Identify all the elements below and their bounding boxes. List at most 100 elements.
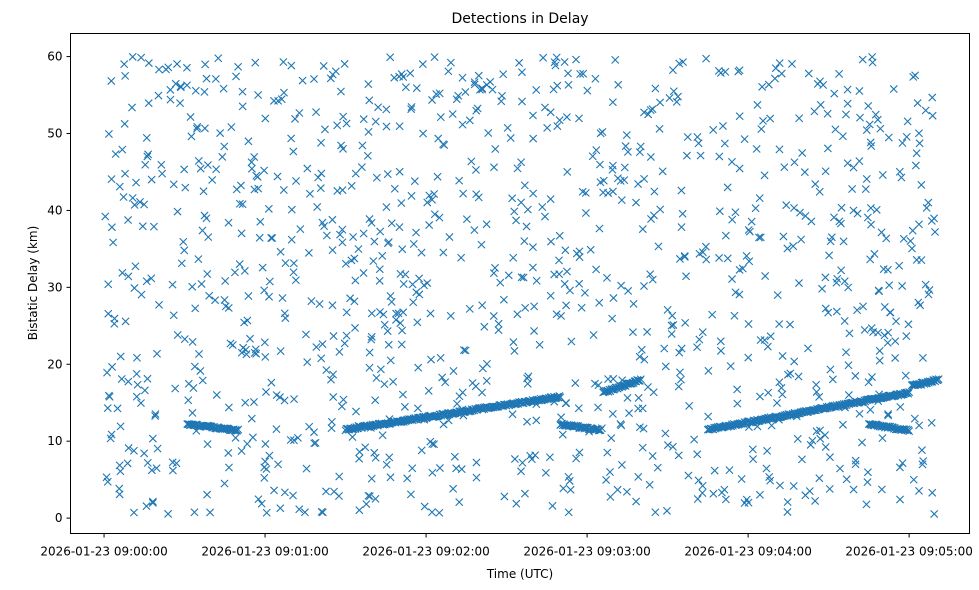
data-point-723 <box>486 77 495 86</box>
data-point-646 <box>262 387 270 396</box>
data-point-71 <box>358 141 367 150</box>
data-point-1051 <box>874 286 883 295</box>
data-point-991 <box>915 486 923 495</box>
data-point-926 <box>880 331 889 340</box>
data-point-282 <box>564 80 573 89</box>
data-point-393 <box>408 280 417 289</box>
data-point-944 <box>653 463 662 472</box>
data-point-776 <box>438 373 447 382</box>
data-point-233 <box>794 372 803 381</box>
data-point-679 <box>176 99 185 108</box>
data-point-23 <box>417 446 426 455</box>
data-point-362 <box>668 66 677 75</box>
data-point-846 <box>261 439 270 448</box>
data-point-912 <box>428 439 437 448</box>
data-point-760 <box>851 371 860 380</box>
data-point-514 <box>558 430 567 439</box>
data-point-191 <box>116 422 125 431</box>
data-point-1077 <box>836 219 845 228</box>
data-point-590 <box>153 444 162 453</box>
data-point-671 <box>870 249 879 258</box>
x-tick-label-2: 2026-01-23 09:02:00 <box>362 545 489 559</box>
data-point-578 <box>147 466 156 475</box>
data-point-834 <box>484 129 493 138</box>
data-point-206 <box>184 396 193 405</box>
data-point-235 <box>203 490 212 499</box>
data-point-3 <box>319 61 328 70</box>
data-point-687 <box>148 497 157 506</box>
data-point-1139 <box>280 309 289 318</box>
data-point-1117 <box>191 86 200 95</box>
data-point-385 <box>843 85 852 94</box>
data-point-990 <box>137 53 146 62</box>
data-point-87 <box>644 110 653 119</box>
data-point-628 <box>921 106 930 115</box>
data-point-695 <box>902 132 911 141</box>
data-point-166 <box>825 251 834 260</box>
data-point-361 <box>132 353 141 362</box>
data-point-1031 <box>500 492 509 501</box>
data-point-581 <box>767 421 776 430</box>
data-point-996 <box>675 348 684 357</box>
data-point-1145 <box>224 218 233 227</box>
data-point-326 <box>617 281 626 290</box>
data-point-658 <box>764 80 773 89</box>
data-point-1068 <box>352 407 360 416</box>
data-point-213 <box>830 89 839 98</box>
data-point-269 <box>470 78 479 87</box>
data-point-230 <box>192 124 201 133</box>
data-point-497 <box>305 189 314 198</box>
data-point-783 <box>715 207 724 216</box>
data-point-954 <box>744 225 753 234</box>
data-point-164 <box>240 266 249 275</box>
data-point-529 <box>851 456 860 465</box>
data-point-548 <box>117 374 126 383</box>
data-point-801 <box>844 283 853 292</box>
data-point-855 <box>640 108 649 117</box>
data-point-365 <box>895 167 904 176</box>
data-point-785 <box>762 464 771 473</box>
y-tick-label-2: 20 <box>47 357 62 371</box>
data-point-1 <box>567 337 576 346</box>
data-point-690 <box>128 52 137 61</box>
data-point-789 <box>137 290 146 299</box>
data-point-668 <box>535 340 544 349</box>
y-tick-label-5: 50 <box>47 127 62 141</box>
data-point-740 <box>273 172 282 181</box>
data-point-97 <box>720 139 729 148</box>
data-point-180 <box>457 253 466 262</box>
data-point-1098 <box>386 292 395 300</box>
y-tick-label-3: 30 <box>47 280 62 294</box>
data-point-5 <box>350 297 359 306</box>
data-point-932 <box>326 375 335 384</box>
data-point-1112 <box>766 332 775 341</box>
data-point-140 <box>461 346 470 355</box>
data-point-48 <box>407 105 416 114</box>
data-point-441 <box>806 440 815 449</box>
data-point-264 <box>267 378 276 387</box>
data-point-1046 <box>727 157 736 166</box>
data-point-1097 <box>837 266 846 275</box>
data-point-938 <box>320 125 329 134</box>
data-point-698 <box>147 274 156 283</box>
data-point-94 <box>398 245 407 254</box>
data-point-510 <box>661 429 670 438</box>
data-point-360 <box>786 320 795 329</box>
data-point-557 <box>120 119 129 128</box>
data-point-672 <box>562 301 571 310</box>
data-point-144 <box>128 103 137 112</box>
data-point-355 <box>489 269 498 278</box>
data-point-594 <box>598 128 607 137</box>
data-point-239 <box>280 396 289 405</box>
data-point-1088 <box>304 248 313 257</box>
data-point-788 <box>329 393 338 402</box>
data-point-489 <box>778 351 787 360</box>
data-point-523 <box>355 447 364 456</box>
data-point-157 <box>455 498 464 507</box>
data-point-106 <box>425 191 434 200</box>
data-point-1763 <box>905 388 914 397</box>
data-point-80 <box>660 344 669 353</box>
data-point-885 <box>254 90 263 99</box>
data-point-271 <box>667 321 676 330</box>
data-point-973 <box>624 286 633 295</box>
